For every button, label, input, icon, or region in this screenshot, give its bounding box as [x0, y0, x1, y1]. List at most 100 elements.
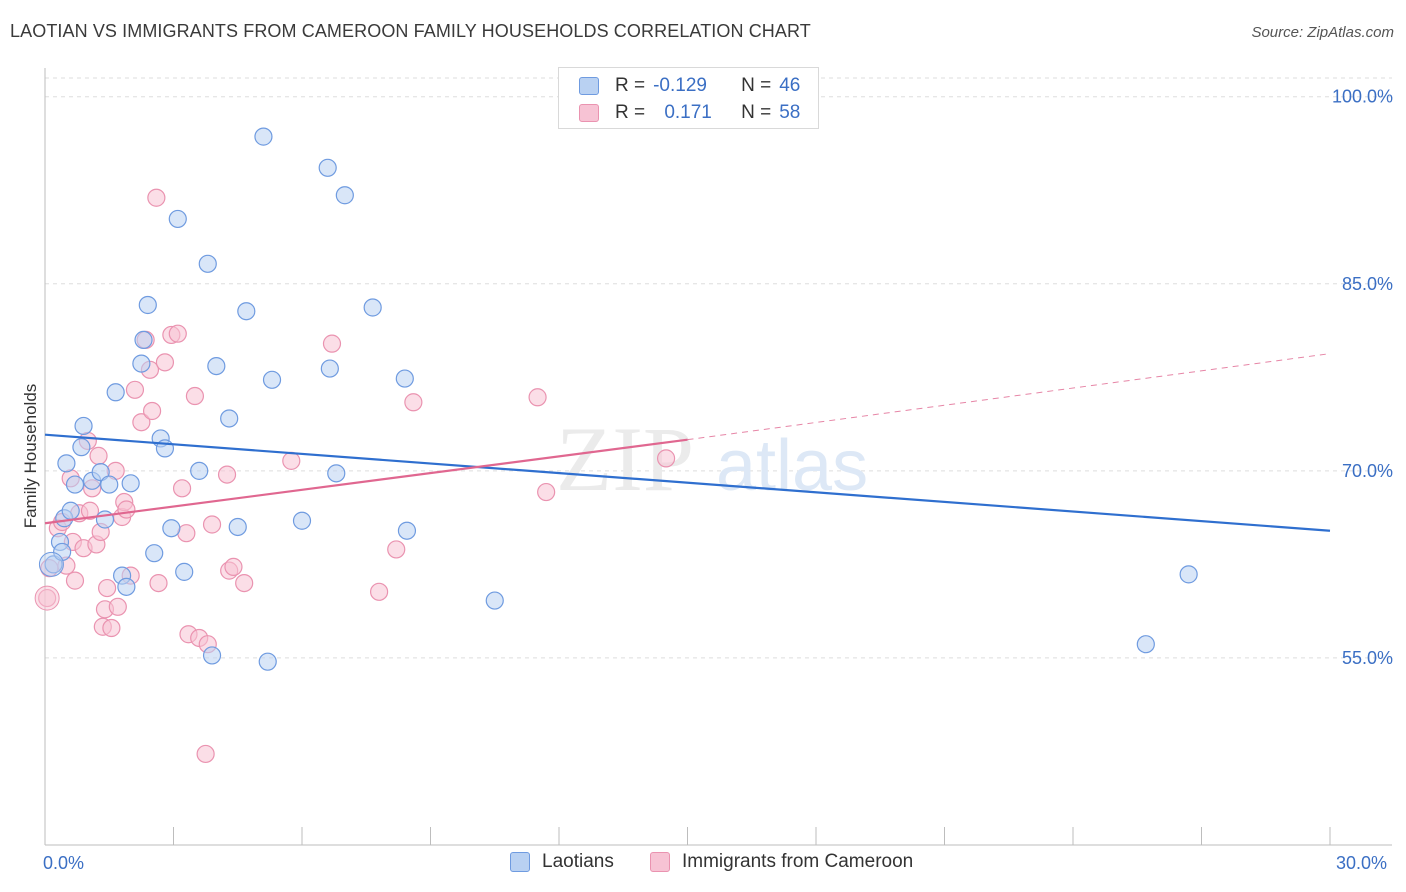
legend-r-value: -0.129: [653, 75, 707, 96]
cameroon-point: [537, 482, 556, 502]
laotian-point: [72, 438, 91, 457]
x-tick-max: 30.0%: [1336, 853, 1388, 873]
laotian-point: [254, 127, 273, 146]
laotian-point: [363, 298, 382, 317]
laotian-point: [207, 356, 226, 376]
laotian-point: [318, 158, 337, 177]
cameroon-point: [235, 573, 254, 593]
watermark: ZIP atlas: [556, 408, 868, 510]
laotian-point: [237, 302, 256, 321]
legend-r-label: R =: [615, 75, 646, 96]
laotian-point: [106, 383, 125, 402]
laotian-point: [320, 359, 339, 378]
laotian-point: [262, 370, 282, 389]
cameroon-point: [149, 573, 168, 593]
laotian-point: [175, 562, 194, 581]
cameroon-point: [125, 380, 145, 399]
cameroon-point: [132, 413, 151, 432]
cameroon-point: [108, 597, 127, 616]
cameroon-trend-extension: [687, 353, 1331, 441]
legend-n-label: N =: [741, 75, 772, 96]
laotian-point: [162, 519, 181, 538]
legend-swatch-blue: [579, 77, 599, 95]
cameroon-point: [387, 540, 406, 559]
cameroon-point: [147, 188, 166, 207]
laotian-trend-line: [44, 433, 1331, 532]
cameroon-point: [224, 557, 243, 576]
legend-n-value: 46: [779, 75, 801, 96]
cameroon-point: [322, 334, 342, 353]
trend-lines: [44, 353, 1331, 532]
bottom-legend-label: Immigrants from Cameroon: [682, 851, 914, 872]
laotian-point: [1179, 565, 1198, 584]
cameroon-point: [155, 353, 175, 372]
y-tick-label: 70.0%: [1342, 461, 1393, 481]
laotian-point: [228, 517, 247, 537]
laotian-point: [91, 463, 110, 482]
laotian-point: [190, 461, 209, 480]
correlation-legend: R = -0.129 N = 46 R = 0.171 N = 58: [558, 67, 819, 129]
axes: [44, 68, 1392, 846]
laotian-point: [145, 544, 164, 563]
cameroon-point: [117, 500, 136, 519]
source-label: Source: ZipAtlas.com: [1251, 24, 1394, 41]
laotian-point: [327, 464, 346, 483]
legend-swatch-pink: [579, 104, 599, 122]
legend-r-value: 0.171: [664, 102, 712, 123]
laotian-point: [202, 646, 222, 665]
laotian-point: [138, 295, 157, 315]
laotian-point: [292, 511, 312, 530]
bottom-legend-swatch-pink: [650, 852, 670, 872]
laotian-point: [57, 454, 76, 473]
laotian-point: [132, 354, 151, 373]
chart-title: LAOTIAN VS IMMIGRANTS FROM CAMEROON FAMI…: [10, 21, 811, 41]
y-axis-label: Family Households: [21, 383, 40, 529]
laotian-point: [95, 510, 115, 529]
cameroon-point: [34, 585, 60, 611]
laotian-point: [198, 254, 217, 273]
cameroon-point: [217, 465, 237, 484]
y-tick-labels: 55.0% 70.0% 85.0% 100.0%: [1332, 87, 1393, 668]
laotian-point: [100, 475, 119, 494]
cameroon-point: [282, 451, 301, 470]
bottom-legend-laotians: Laotians: [510, 851, 614, 873]
cameroon-point: [172, 479, 192, 498]
laotian-point: [395, 369, 414, 388]
bottom-legend-swatch-blue: [510, 852, 530, 872]
cameroon-point: [98, 578, 117, 598]
cameroon-trend-line: [44, 438, 688, 525]
cameroon-point: [202, 515, 222, 534]
laotian-point: [117, 577, 136, 596]
legend-row-cameroon: R = 0.171 N = 58: [579, 101, 800, 125]
bottom-legend-label: Laotians: [542, 851, 614, 872]
cameroon-point: [142, 401, 162, 421]
laotian-point: [65, 475, 85, 494]
legend-n-value: 58: [779, 102, 801, 123]
bottom-legend-cameroon: Immigrants from Cameroon: [650, 851, 913, 873]
y-tick-label: 85.0%: [1342, 274, 1393, 294]
laotian-point: [397, 521, 417, 540]
laotian-point: [258, 652, 277, 671]
laotian-point: [53, 542, 72, 562]
laotian-point: [220, 409, 239, 428]
cameroon-point: [528, 388, 547, 407]
laotian-point: [134, 330, 153, 350]
blue-points: [38, 127, 1198, 671]
y-tick-label: 100.0%: [1332, 87, 1393, 107]
cameroon-point: [404, 393, 423, 412]
laotian-point: [121, 474, 140, 493]
watermark-atlas: atlas: [716, 426, 868, 506]
cameroon-point: [656, 449, 676, 468]
laotian-point: [38, 551, 64, 577]
cameroon-point: [168, 324, 187, 343]
legend-n-label: N =: [741, 102, 772, 123]
laotian-point: [335, 186, 354, 205]
cameroon-point: [65, 571, 85, 590]
laotian-point: [61, 501, 80, 520]
x-tick-min: 0.0%: [43, 853, 85, 873]
legend-row-laotians: R = -0.129 N = 46: [579, 74, 800, 98]
cameroon-point: [370, 582, 389, 601]
y-tick-label: 55.0%: [1342, 648, 1393, 668]
laotian-point: [168, 209, 187, 229]
laotian-point: [44, 555, 63, 574]
